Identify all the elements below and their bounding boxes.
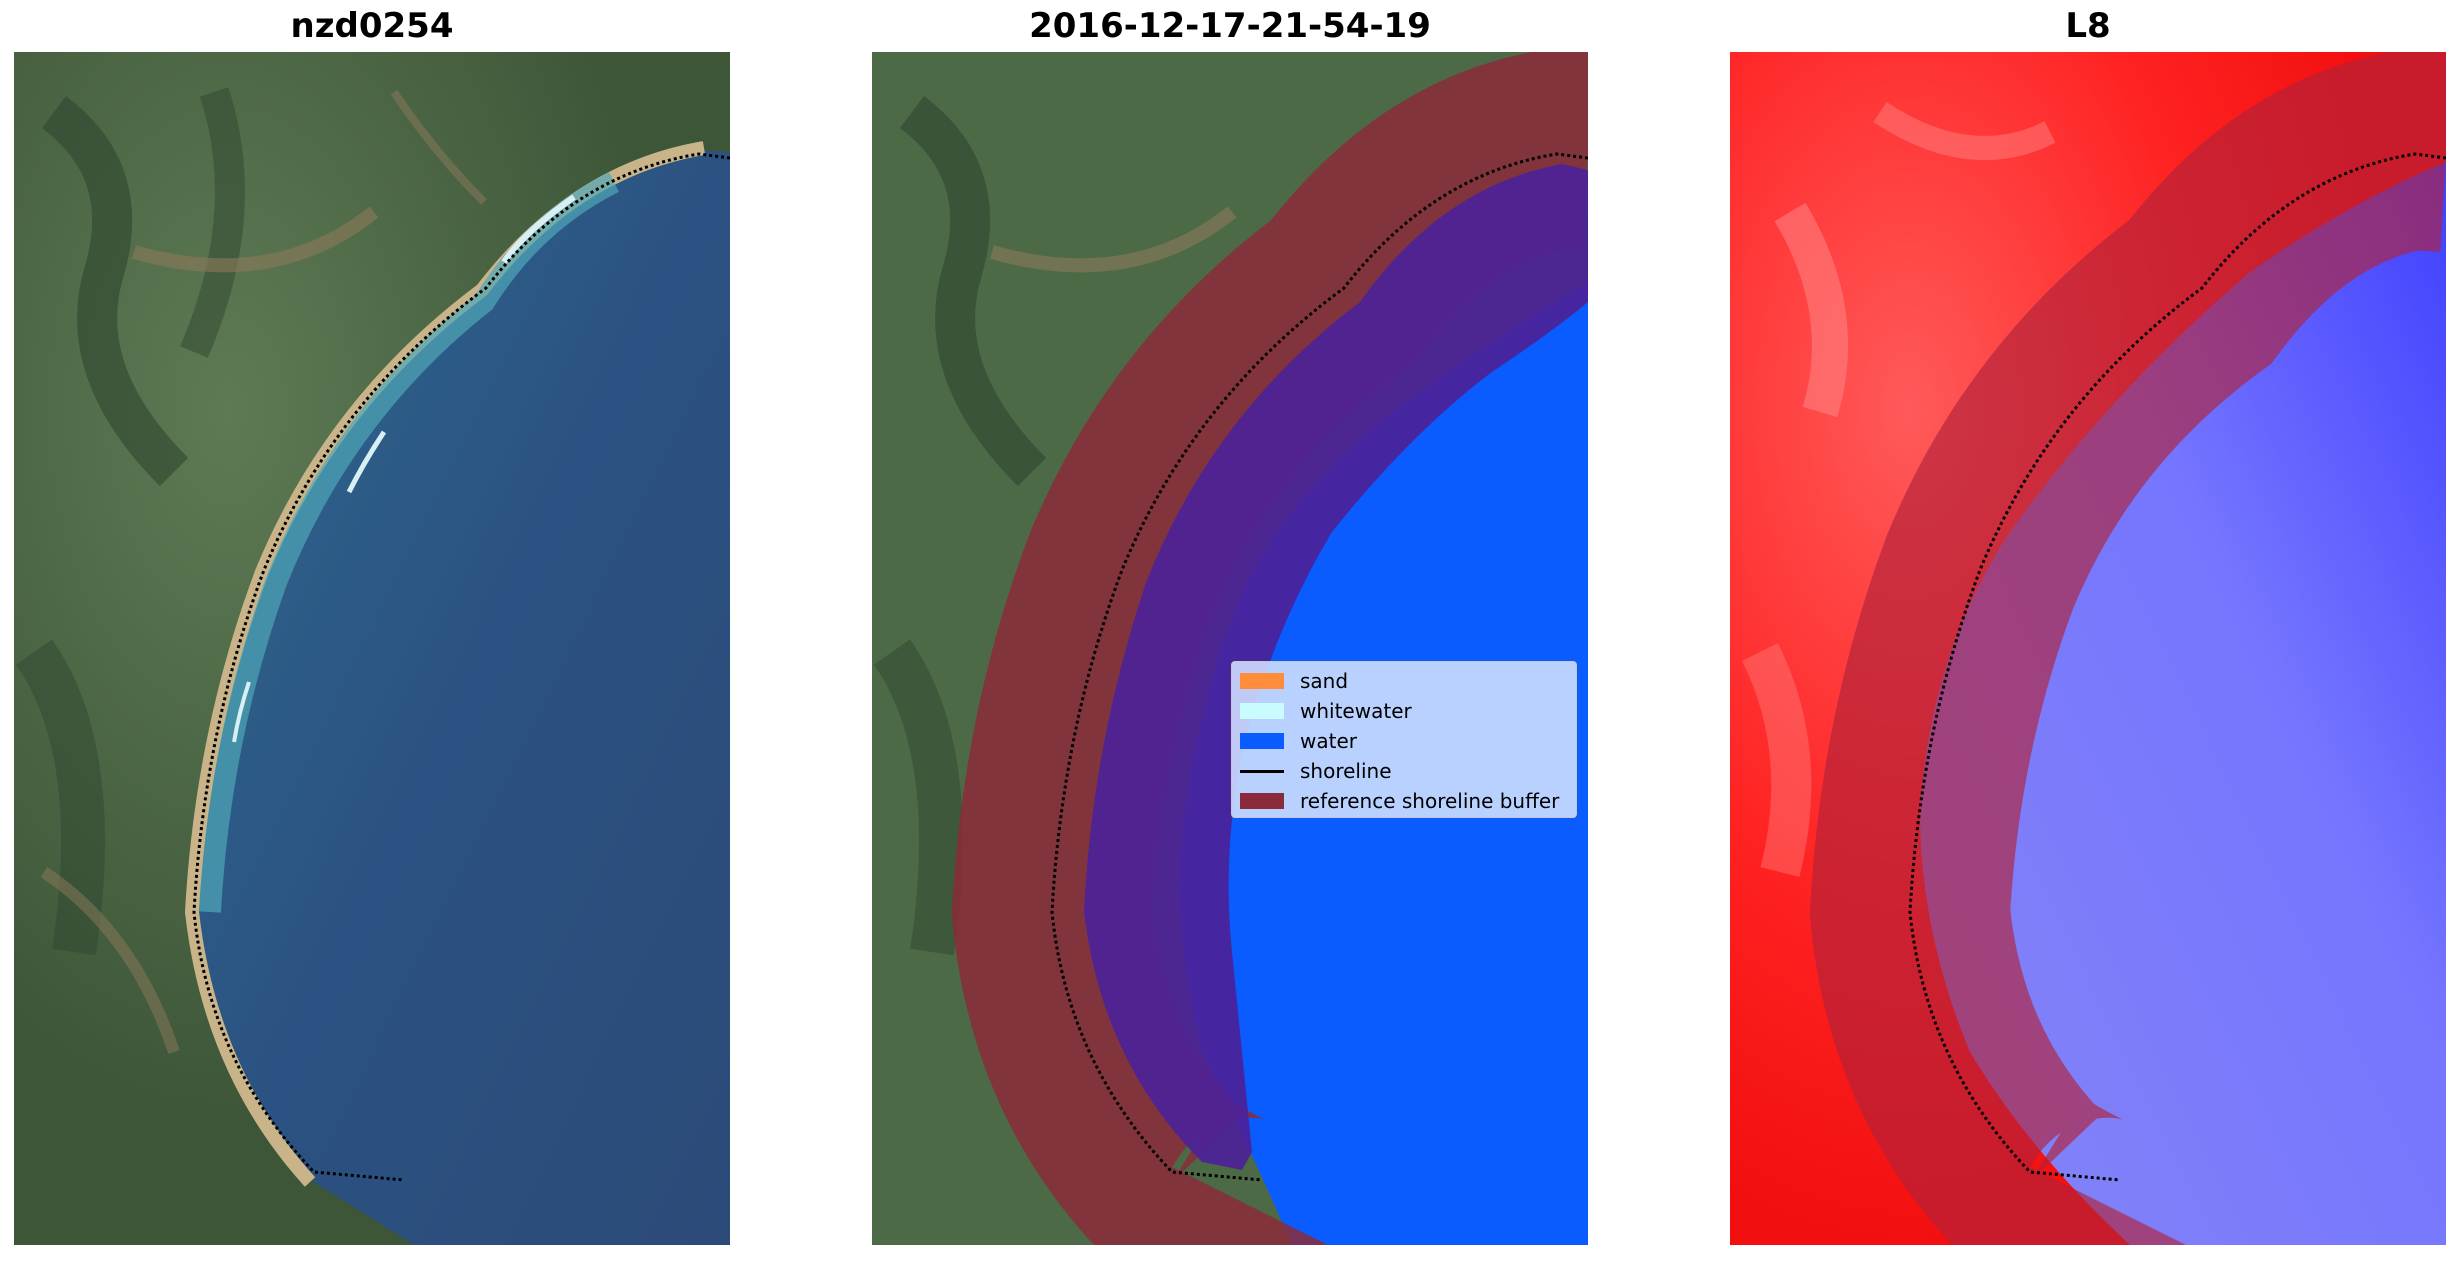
legend-swatch-shoreline — [1240, 769, 1284, 773]
index-image — [1730, 52, 2446, 1245]
index-image-panel — [1730, 52, 2446, 1245]
panel-title-index: L8 — [2065, 6, 2111, 46]
legend-item-shoreline: shoreline — [1240, 756, 1568, 786]
legend-item-sand: sand — [1240, 666, 1568, 696]
legend-label-whitewater: whitewater — [1300, 699, 1412, 723]
legend-swatch-buffer — [1240, 793, 1284, 809]
legend-label-buffer: reference shoreline buffer — [1300, 789, 1560, 813]
rgb-image-panel — [14, 52, 730, 1245]
legend-item-whitewater: whitewater — [1240, 696, 1568, 726]
legend-swatch-sand — [1240, 673, 1284, 689]
legend-item-water: water — [1240, 726, 1568, 756]
legend-label-shoreline: shoreline — [1300, 759, 1392, 783]
classified-image — [872, 52, 1588, 1245]
rgb-image — [14, 52, 730, 1245]
legend-item-buffer: reference shoreline buffer — [1240, 786, 1568, 816]
classified-image-panel — [872, 52, 1588, 1245]
legend: sand whitewater water shoreline referenc… — [1231, 661, 1577, 818]
legend-swatch-whitewater — [1240, 703, 1284, 719]
panel-title-classified: 2016-12-17-21-54-19 — [1029, 6, 1431, 46]
panel-title-rgb: nzd0254 — [290, 6, 454, 46]
legend-label-sand: sand — [1300, 669, 1349, 693]
legend-label-water: water — [1300, 729, 1357, 753]
legend-swatch-water — [1240, 733, 1284, 749]
